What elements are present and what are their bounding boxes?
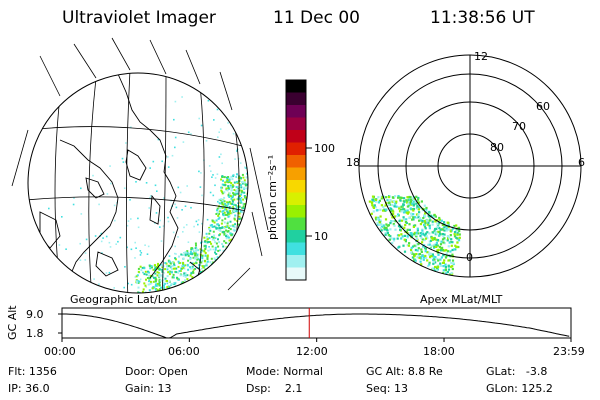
mlt-label-18: 18 [346,156,360,169]
time-tick-1800: 18:00 [423,345,455,358]
info-flt: Flt: 1356 [8,365,57,378]
info-glat: GLat: -3.8 [486,365,548,378]
time-tick-0000: 00:00 [44,345,76,358]
info-dsp: Dsp: 2.1 [246,382,303,395]
app-title: Ultraviolet Imager [62,8,216,28]
lat-label-80: 80 [490,141,504,154]
mlt-label-6: 6 [578,156,585,169]
apex-panel-label: Apex MLat/MLT [420,293,503,306]
altitude-curve [62,313,570,339]
info-gain: Gain: 13 [125,382,172,395]
colorbar-tick-10: 10 [314,230,328,243]
lat-label-60: 60 [536,100,550,113]
time-tick-0600: 06:00 [168,345,200,358]
time-readout: 11:38:56 UT [430,8,535,28]
colorbar-tick-100: 100 [314,142,335,155]
info-ip: IP: 36.0 [8,382,50,395]
info-door: Door: Open [125,365,188,378]
coastline-outline [39,73,201,281]
info-glon: GLon: 125.2 [486,382,553,395]
info-seq: Seq: 13 [366,382,408,395]
colorbar: 100 10 photon cm⁻²s⁻¹ [266,79,335,281]
lat-lon-grid [28,73,248,293]
time-tick-1200: 12:00 [296,345,328,358]
info-gc-alt: GC Alt: 8.8 Re [366,365,443,378]
timeline-ticks [61,338,572,342]
info-mode: Mode: Normal [246,365,323,378]
geographic-globe [11,37,269,294]
aurora-emission-mag [368,195,461,276]
mlt-label-12: 12 [474,50,488,63]
date-readout: 11 Dec 00 [273,8,360,28]
gc-alt-axis-label: GC Alt [6,305,19,340]
altitude-timeline [58,307,572,342]
mlt-label-0: 0 [466,251,473,264]
lat-label-70: 70 [512,120,526,133]
geographic-panel-label: Geographic Lat/Lon [70,293,178,306]
colorbar-unit-label: photon cm⁻²s⁻¹ [266,155,279,240]
gc-alt-label-high: 9.0 [26,308,44,321]
polar-plot: 12 18 6 0 60 70 80 [346,50,585,278]
aurora-emission-geo [48,96,248,293]
colorbar-gradient [286,80,306,281]
gc-alt-label-low: 1.8 [26,327,44,340]
time-tick-2359: 23:59 [553,345,585,358]
